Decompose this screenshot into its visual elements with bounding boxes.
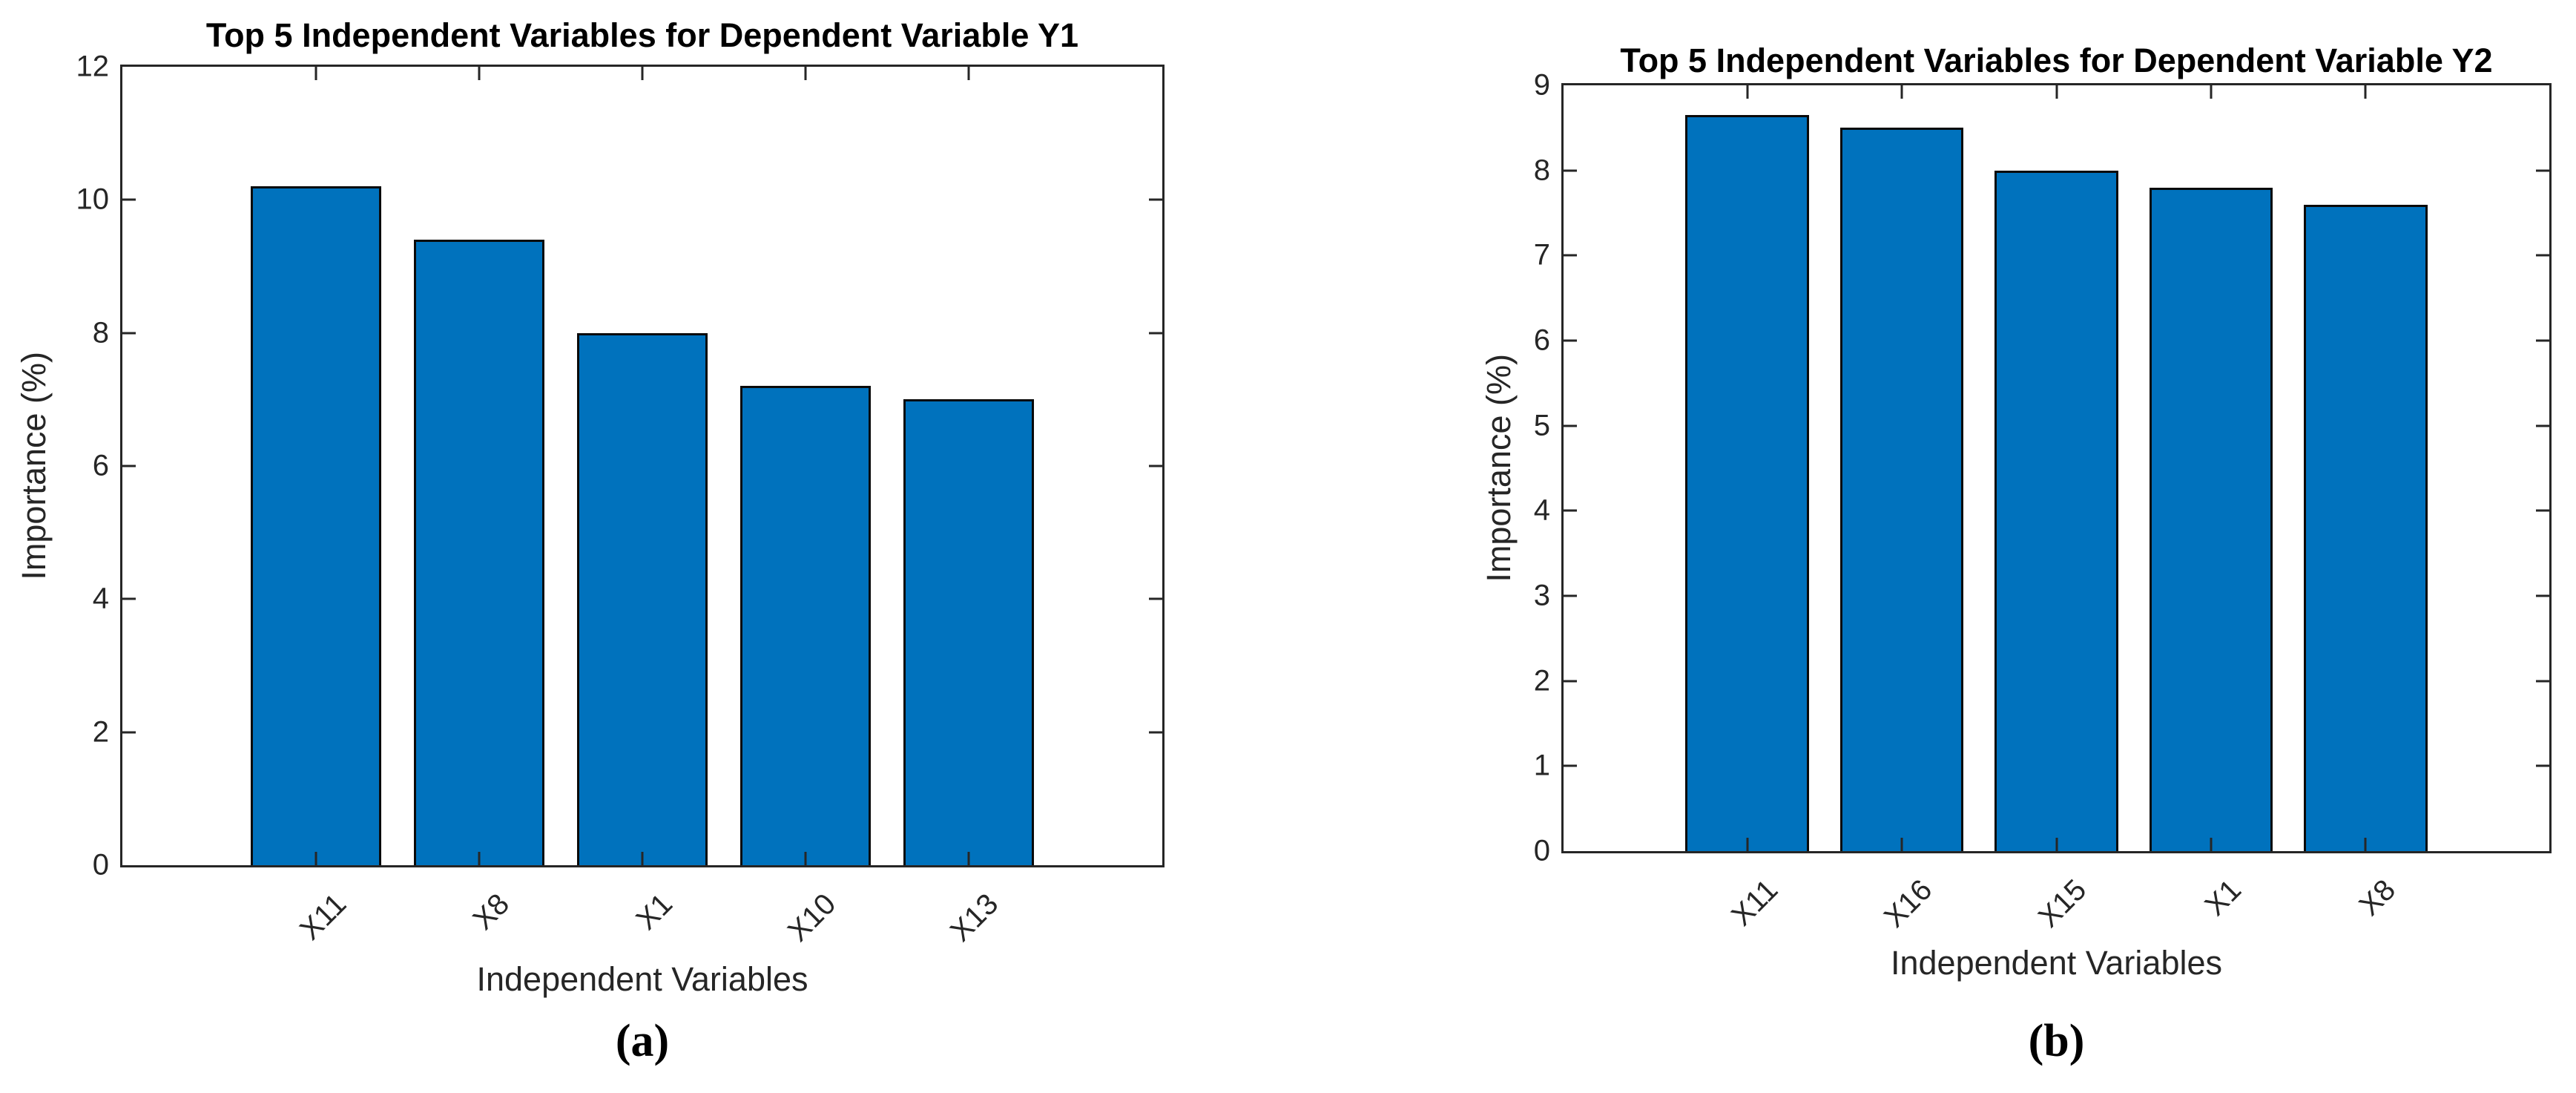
y-tick-label: 4 (1533, 493, 1550, 527)
chart-title: Top 5 Independent Variables for Dependen… (205, 16, 1079, 54)
y-tick-label: 2 (1533, 664, 1550, 698)
x-tick-label-text: X16 (1877, 873, 1939, 934)
bar-x10 (739, 386, 871, 865)
y-tick-label: 12 (76, 50, 110, 83)
y-tick-mark (122, 731, 136, 734)
y-tick-mark (1149, 465, 1162, 467)
y-axis-label: Importance (%) (15, 352, 53, 580)
x-tick-label-text: X15 (2032, 873, 2093, 934)
x-tick-mark (314, 852, 317, 865)
bar-x1 (577, 332, 708, 865)
y-tick-mark (122, 198, 136, 201)
y-tick-mark (1149, 597, 1162, 600)
figure-panel-b: Top 5 Independent Variables for Dependen… (1288, 0, 2576, 1093)
x-tick-mark (2210, 838, 2213, 851)
y-tick-label: 6 (92, 449, 109, 482)
y-tick-mark (1149, 198, 1162, 201)
x-tick-mark (1746, 85, 1749, 99)
x-tick-mark (2055, 838, 2058, 851)
y-tick-mark (1564, 594, 1577, 597)
x-tick-mark (641, 67, 644, 80)
x-tick-mark (314, 67, 317, 80)
x-tick-label-text: X8 (2353, 873, 2402, 922)
bar-x15 (1994, 170, 2118, 851)
y-tick-mark (2536, 254, 2549, 257)
plot-area-a: 0 2 4 6 8 10 12 X11 X8 X1 X10 X13 (76, 50, 1165, 948)
figure-panel-a: Top 5 Independent Variables for Dependen… (15, 16, 1165, 1066)
panel-caption-a: (a) (615, 1016, 670, 1066)
y-tick-label: 9 (1533, 68, 1550, 102)
y-tick-label: 2 (92, 715, 109, 749)
y-tick-label: 7 (1533, 238, 1550, 272)
y-tick-label: 0 (1533, 834, 1550, 867)
x-tick-label-text: X11 (294, 887, 353, 947)
y-tick-mark (1564, 680, 1577, 683)
panel-caption-b: (b) (2028, 1016, 2085, 1066)
x-axis-label: Independent Variables (476, 960, 808, 998)
x-tick-mark (2364, 838, 2367, 851)
y-tick-mark (122, 332, 136, 335)
y-tick-label: 0 (92, 848, 109, 882)
y-tick-label: 5 (1533, 409, 1550, 442)
y-tick-mark (1564, 339, 1577, 342)
bar-x16 (1839, 128, 1964, 851)
y-tick-mark (1149, 731, 1162, 734)
x-tick-label-text: X13 (944, 887, 1005, 948)
y-tick-mark (2536, 764, 2549, 767)
y-tick-mark (2536, 680, 2549, 683)
y-tick-mark (2536, 169, 2549, 172)
x-tick-mark (1900, 85, 1903, 99)
x-tick-mark (641, 852, 644, 865)
y-tick-label: 3 (1533, 579, 1550, 612)
y-tick-mark (1149, 332, 1162, 335)
y-tick-mark (2536, 339, 2549, 342)
bar-x11 (1685, 115, 1810, 851)
y-tick-label: 8 (92, 316, 109, 349)
y-tick-label: 8 (1533, 154, 1550, 187)
y-tick-mark (1564, 169, 1577, 172)
bar-x1 (2149, 187, 2273, 851)
chart-title: Top 5 Independent Variables for Dependen… (1620, 42, 2493, 79)
y-tick-mark (2536, 594, 2549, 597)
y-tick-label: 6 (1533, 324, 1550, 357)
x-tick-mark (967, 852, 970, 865)
y-tick-mark (2536, 509, 2549, 512)
y-tick-label: 10 (76, 183, 110, 216)
x-tick-mark (804, 67, 807, 80)
x-tick-mark (1900, 838, 1903, 851)
y-tick-mark (1564, 764, 1577, 767)
x-tick-label-text: X1 (2198, 873, 2247, 922)
bar-x13 (903, 399, 1034, 865)
y-tick-mark (2536, 424, 2549, 427)
x-tick-mark (478, 852, 481, 865)
x-tick-mark (2055, 85, 2058, 99)
x-tick-mark (1746, 838, 1749, 851)
y-tick-mark (1564, 254, 1577, 257)
plot-area-b: 0 1 2 3 4 5 6 7 8 9 X11 X16 X15 X1 X8 (1534, 69, 2552, 933)
bar-x8 (2303, 204, 2428, 851)
x-tick-label-text: X1 (630, 887, 679, 936)
x-tick-mark (804, 852, 807, 865)
bar-x11 (251, 186, 382, 865)
x-tick-label-text: X11 (1725, 873, 1784, 933)
x-tick-label-text: X10 (781, 887, 842, 948)
x-tick-mark (2364, 85, 2367, 99)
y-tick-mark (1564, 509, 1577, 512)
y-axis-label: Importance (%) (1480, 354, 1518, 582)
y-tick-mark (122, 465, 136, 467)
y-tick-label: 1 (1533, 749, 1550, 782)
x-tick-mark (2210, 85, 2213, 99)
bar-x8 (414, 240, 545, 865)
y-tick-mark (1564, 424, 1577, 427)
y-tick-label: 4 (92, 582, 109, 615)
x-tick-mark (478, 67, 481, 80)
x-axis-label: Independent Variables (1890, 944, 2222, 982)
x-tick-label-text: X8 (467, 887, 516, 936)
x-tick-mark (967, 67, 970, 80)
y-tick-mark (122, 597, 136, 600)
